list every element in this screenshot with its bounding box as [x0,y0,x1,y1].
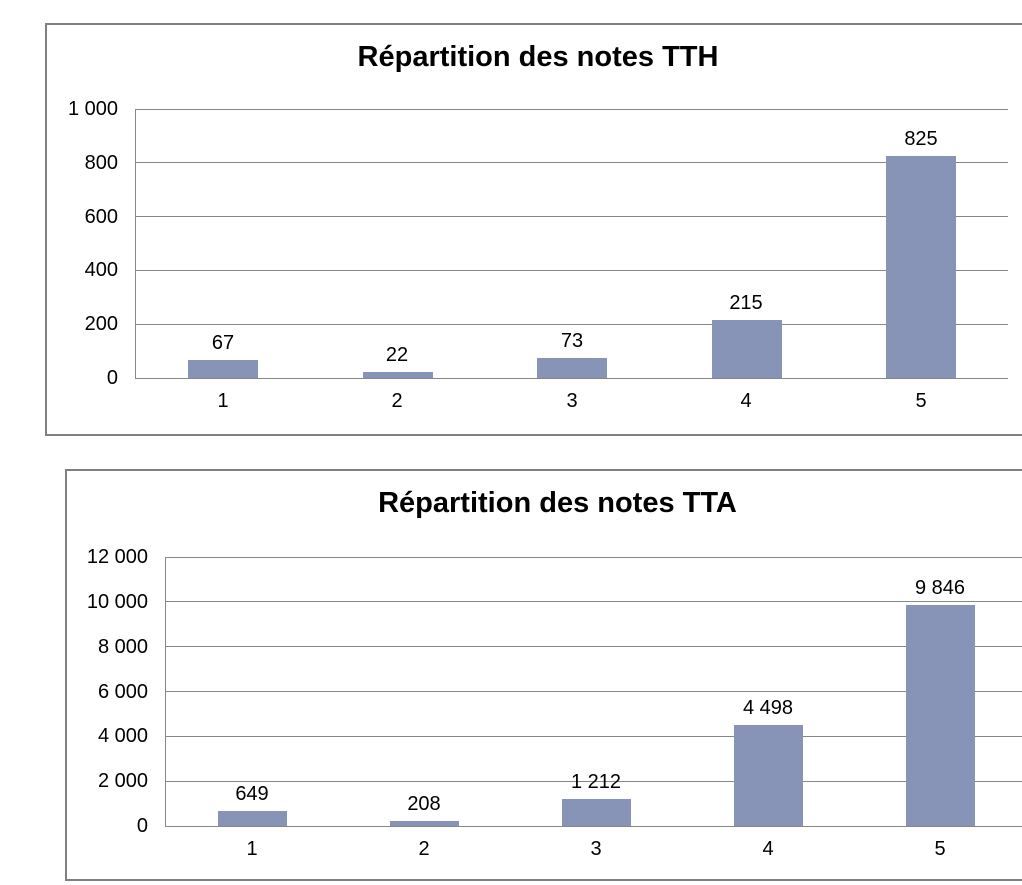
bar-value-label: 73 [560,330,584,352]
chart-title: Répartition des notes TTH [357,41,719,73]
bar [188,360,258,378]
bar [537,358,607,378]
y-axis-tick-label: 4 000 [97,725,148,747]
gridline [136,109,1008,110]
y-axis-tick-label: 6 000 [97,681,148,703]
x-axis-category-label: 2 [391,390,403,412]
gridline [136,324,1008,325]
x-axis-category-label: 1 [217,390,229,412]
y-axis-tick-label: 400 [84,259,118,281]
gridline [136,162,1008,163]
gridline [136,216,1008,217]
gridline [166,691,1022,692]
y-axis-tick-label: 0 [106,367,118,389]
bar-value-label: 9 846 [914,577,966,599]
chart-title: Répartition des notes TTA [378,487,737,519]
x-axis-category-label: 2 [418,838,430,860]
x-axis-category-label: 4 [740,390,752,412]
x-axis-category-label: 1 [246,838,258,860]
bar-value-label: 67 [211,332,235,354]
x-axis-category-label: 5 [934,838,946,860]
gridline [166,781,1022,782]
chart-tta: Répartition des notes TTA 0 2 000 4 000 6 0… [65,469,1022,881]
bar-value-label: 825 [904,128,938,150]
bar [886,156,956,378]
gridline [136,270,1008,271]
bar [363,372,433,378]
plot-area: 0 200 400 600 800 1 000 67 1 22 2 73 3 215 4 825 5 [68,98,1008,412]
gridline [166,736,1022,737]
y-axis-tick-label: 200 [84,313,118,335]
bar-value-label: 1 212 [570,771,622,793]
plot-area: 0 2 000 4 000 6 000 8 000 10 000 12 000 649 1 208… [87,546,1022,860]
bar [734,725,803,826]
x-axis-category-label: 4 [762,838,774,860]
bar-value-label: 22 [385,344,409,366]
bar [562,799,631,826]
bar [390,821,459,826]
bar-value-label: 649 [235,783,269,805]
x-axis-category-label: 3 [590,838,602,860]
gridline [166,557,1022,558]
bar-value-label: 208 [407,793,441,815]
y-axis-tick-label: 600 [84,206,118,228]
bar-value-label: 215 [729,292,763,314]
bar [218,811,287,826]
y-axis-tick-label: 800 [84,152,118,174]
bar [712,320,782,378]
gridline [166,601,1022,602]
bar-value-label: 4 498 [742,697,794,719]
y-axis-tick-label: 0 [136,815,148,837]
y-axis-tick-label: 8 000 [97,636,148,658]
y-axis-tick-label: 2 000 [97,770,148,792]
y-axis-tick-label: 1 000 [67,98,118,120]
bar [906,605,975,826]
x-axis-category-label: 5 [915,390,927,412]
y-axis-tick-label: 10 000 [86,591,148,613]
x-axis-category-label: 3 [566,390,578,412]
chart-tth: Répartition des notes TTH 0 200 400 600 800 1… [45,23,1022,436]
y-axis-tick-label: 12 000 [86,546,148,568]
gridline [166,646,1022,647]
